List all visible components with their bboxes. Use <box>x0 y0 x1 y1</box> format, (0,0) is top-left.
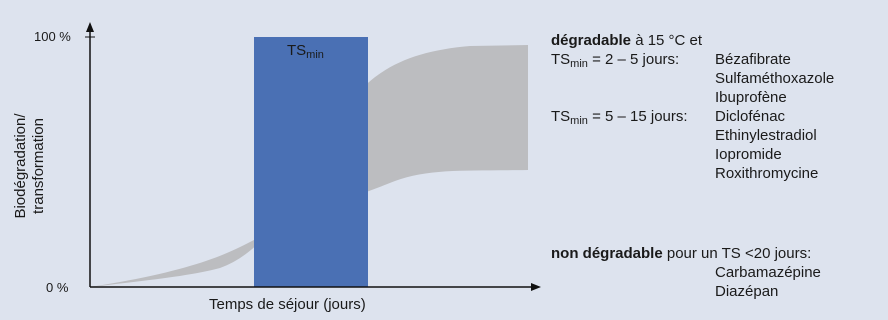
y-axis-arrowhead <box>86 22 94 32</box>
legend-group-2-compounds: Diclofénac Ethinylestradiol Iopromide Ro… <box>715 107 818 183</box>
legend-group-2-ts: TS <box>551 108 571 125</box>
degradable-heading-bold: dégradable <box>551 32 632 49</box>
non-degradable-heading-bold: non dégradable <box>551 245 663 262</box>
legend-group-1-ts: TS <box>551 51 571 68</box>
x-axis-arrowhead <box>531 283 541 291</box>
tsmin-band <box>254 37 368 287</box>
legend-group-2: TSmin = 5 – 15 jours: Diclofénac Ethinyl… <box>551 107 834 183</box>
compound-item: Ethinylestradiol <box>715 127 817 144</box>
legend-group-1-key: TSmin = 2 – 5 jours: <box>551 50 715 107</box>
degradable-heading-rest: à 15 °C et <box>631 32 703 49</box>
legend-group-1-compounds: Bézafibrate Sulfaméthoxazole Ibuprofène <box>715 50 834 107</box>
y-tick-label-100: 100 % <box>34 29 71 44</box>
y-axis-title-line2: transformation <box>30 118 47 214</box>
non-degradable-heading: non dégradable pour un TS <20 jours: <box>551 244 821 263</box>
legend-group-1: TSmin = 2 – 5 jours: Bézafibrate Sulfamé… <box>551 50 834 107</box>
legend-group-2-ts-sub: min <box>570 115 588 127</box>
legend-group-1-range: = 2 – 5 jours: <box>587 51 680 68</box>
compound-item: Carbamazépine <box>715 264 821 281</box>
tsmin-band-label-sub: min <box>306 49 324 61</box>
legend-group-2-key: TSmin = 5 – 15 jours: <box>551 107 715 183</box>
compound-item: Bézafibrate <box>715 51 791 68</box>
compound-item: Roxithromycine <box>715 165 819 182</box>
legend-group-1-ts-sub: min <box>570 58 588 70</box>
y-tick-label-0: 0 % <box>46 280 69 295</box>
compound-item: Diazépan <box>715 283 779 300</box>
degradable-legend: dégradable à 15 °C et TSmin = 2 – 5 jour… <box>551 31 834 183</box>
compound-item: Iopromide <box>715 146 782 163</box>
compound-item: Sulfaméthoxazole <box>715 70 835 87</box>
tsmin-band-label: TSmin <box>287 42 324 61</box>
degradation-envelope <box>90 45 528 287</box>
compound-item: Diclofénac <box>715 108 786 125</box>
x-axis-title: Temps de séjour (jours) <box>209 296 366 313</box>
degradable-heading: dégradable à 15 °C et <box>551 31 834 50</box>
non-degradable-compounds: Carbamazépine Diazépan <box>551 263 821 301</box>
non-degradable-heading-rest: pour un TS <20 jours: <box>662 245 812 262</box>
compound-item: Ibuprofène <box>715 89 787 106</box>
y-axis-title-line1: Biodégradation/ <box>12 113 29 219</box>
tsmin-band-label-main: TS <box>287 42 307 59</box>
legend-group-2-range: = 5 – 15 jours: <box>587 108 688 125</box>
non-degradable-legend: non dégradable pour un TS <20 jours: Car… <box>551 244 821 301</box>
